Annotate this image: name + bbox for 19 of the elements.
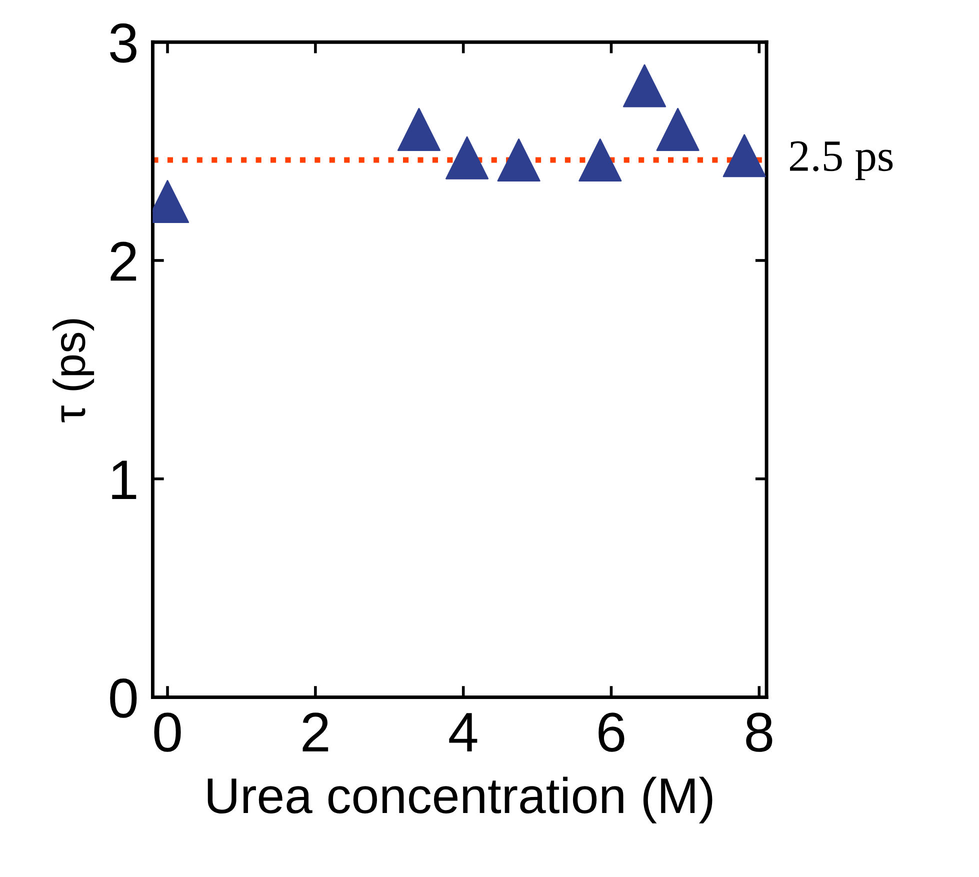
y-tick-label: 2 [110,242,136,281]
point [722,134,766,178]
y-tick-label: 0 [110,678,137,718]
x-axis-title: Urea concentration (M) [208,776,712,824]
y-axis-title: τ (ps) [52,319,94,422]
x-tick-label: 0 [154,712,181,752]
x-tick-label: 8 [746,712,772,752]
ref-line-label: 2.5 ps [790,141,893,180]
x-tick-label: 4 [449,713,478,752]
point [578,138,622,182]
x-tick-label: 6 [598,712,624,752]
y-tick-label: 3 [110,23,136,63]
y-tick-label: 1 [112,460,136,499]
x-tick-label: 2 [302,712,328,752]
point [623,64,666,108]
point [397,108,440,151]
point [446,136,489,180]
point [497,138,540,182]
point [656,108,700,151]
